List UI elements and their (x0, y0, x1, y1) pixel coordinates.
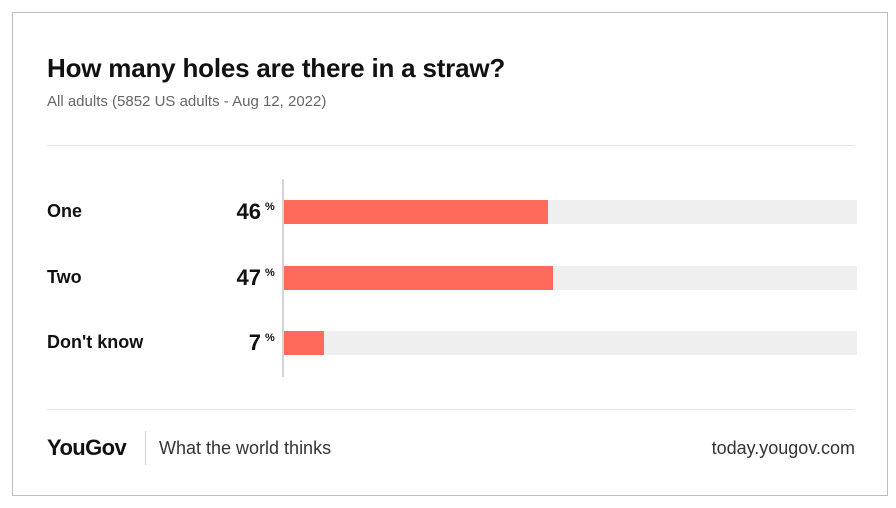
bar-row-dont-know: Don't know 7 % (13, 330, 889, 356)
value-label-one: 46 (236, 199, 261, 224)
yougov-logo: YouGov (47, 435, 127, 460)
bar-row-one: One 46 % (13, 199, 889, 225)
bar-dont-know (284, 331, 325, 355)
category-label-dont-know: Don't know (47, 332, 144, 352)
category-label-one: One (47, 201, 83, 221)
percent-sign-dont-know: % (265, 332, 275, 344)
site-url: today.yougov.com (711, 438, 855, 458)
bar-track-dont-know (284, 331, 857, 355)
bar-track-two (284, 266, 857, 290)
chart-card: How many holes are there in a straw? All… (12, 12, 888, 496)
percent-sign-one: % (265, 201, 275, 213)
bottom-divider (47, 409, 855, 410)
tagline: What the world thinks (159, 438, 332, 458)
bar-axis-line (282, 179, 284, 377)
chart-subtitle: All adults (5852 US adults - Aug 12, 202… (47, 93, 327, 110)
bar-row-two: Two 47 % (13, 265, 889, 291)
top-divider (47, 145, 855, 146)
category-label-two: Two (47, 267, 82, 287)
value-label-dont-know: 7 (248, 330, 261, 355)
bar-two (284, 266, 554, 290)
logo-divider (145, 431, 146, 465)
bar-one (284, 200, 548, 224)
value-label-two: 47 (236, 265, 261, 290)
bar-track-one (284, 200, 857, 224)
percent-sign-two: % (265, 267, 275, 279)
chart-title: How many holes are there in a straw? (47, 53, 506, 83)
